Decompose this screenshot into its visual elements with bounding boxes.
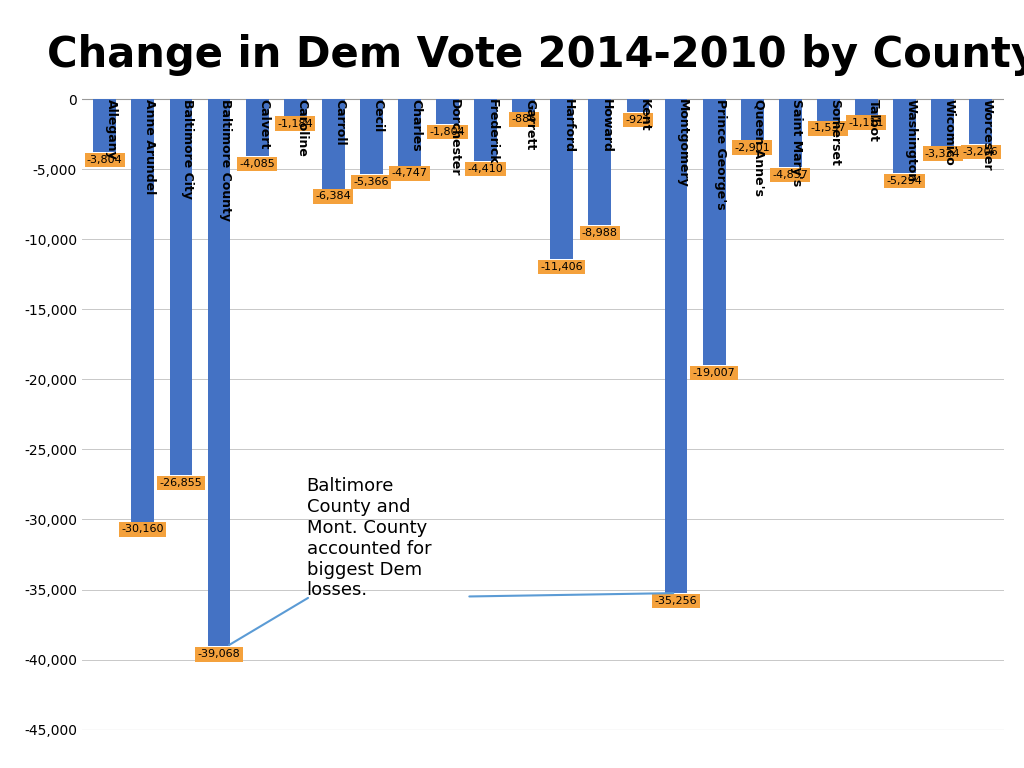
Text: -5,366: -5,366 xyxy=(353,177,389,187)
Text: -19,007: -19,007 xyxy=(692,368,735,379)
Text: -921: -921 xyxy=(626,115,650,125)
Text: Montgomery: Montgomery xyxy=(676,99,689,188)
Text: Harford: Harford xyxy=(562,99,574,153)
Text: Saint Mary's: Saint Mary's xyxy=(791,99,803,187)
Text: -1,111: -1,111 xyxy=(849,118,884,127)
Text: -11,406: -11,406 xyxy=(541,262,583,272)
Text: Baltimore
County and
Mont. County
accounted for
biggest Dem
losses.: Baltimore County and Mont. County accoun… xyxy=(306,478,431,600)
Text: Queen Anne's: Queen Anne's xyxy=(753,99,765,196)
Bar xyxy=(474,99,497,161)
Bar xyxy=(855,99,878,114)
Bar xyxy=(93,99,116,153)
Text: Worcester: Worcester xyxy=(981,99,993,170)
Text: -39,068: -39,068 xyxy=(198,649,241,659)
Bar xyxy=(589,99,611,225)
Text: -2,901: -2,901 xyxy=(734,143,770,153)
Bar xyxy=(817,99,840,121)
Text: Cecil: Cecil xyxy=(372,99,384,132)
Text: Howard: Howard xyxy=(600,99,612,153)
Text: -1,184: -1,184 xyxy=(278,118,313,128)
Text: -1,537: -1,537 xyxy=(811,124,846,134)
Text: Frederick: Frederick xyxy=(485,99,499,165)
Bar xyxy=(702,99,726,366)
Text: -3,334: -3,334 xyxy=(925,149,961,159)
Text: Baltimore City: Baltimore City xyxy=(181,99,194,199)
Text: Charles: Charles xyxy=(410,99,423,152)
Text: Anne Arundel: Anne Arundel xyxy=(143,99,156,194)
Text: Caroline: Caroline xyxy=(295,99,308,157)
Text: Prince George's: Prince George's xyxy=(714,99,727,210)
Bar xyxy=(322,99,345,189)
Text: -8,988: -8,988 xyxy=(582,228,617,238)
Text: Carroll: Carroll xyxy=(333,99,346,146)
Text: -4,410: -4,410 xyxy=(468,164,504,174)
Bar xyxy=(550,99,573,259)
Title: Change in Dem Vote 2014-2010 by County: Change in Dem Vote 2014-2010 by County xyxy=(47,34,1024,76)
Text: -4,085: -4,085 xyxy=(240,159,275,169)
Bar xyxy=(931,99,954,146)
Text: Wicomico: Wicomico xyxy=(942,99,955,166)
Text: -35,256: -35,256 xyxy=(654,596,697,606)
Text: -4,747: -4,747 xyxy=(391,168,427,178)
Bar xyxy=(436,99,459,124)
Bar xyxy=(246,99,268,157)
Text: Dorchester: Dorchester xyxy=(447,99,461,177)
Text: -5,294: -5,294 xyxy=(887,176,923,186)
Text: -30,160: -30,160 xyxy=(122,525,164,535)
Bar xyxy=(512,99,536,111)
Text: Talbot: Talbot xyxy=(866,99,880,142)
Text: -886: -886 xyxy=(511,114,537,124)
Text: -6,384: -6,384 xyxy=(315,191,351,201)
Text: Calvert: Calvert xyxy=(257,99,270,150)
Bar xyxy=(970,99,992,144)
Text: -3,804: -3,804 xyxy=(87,155,123,165)
Bar xyxy=(779,99,802,167)
Text: -1,804: -1,804 xyxy=(430,127,465,137)
Bar xyxy=(740,99,764,140)
Text: -26,855: -26,855 xyxy=(160,478,203,488)
Text: Baltimore County: Baltimore County xyxy=(219,99,232,221)
Bar xyxy=(208,99,230,647)
Bar xyxy=(398,99,421,166)
Text: Washington: Washington xyxy=(904,99,918,182)
Text: Allegany: Allegany xyxy=(104,99,118,160)
Text: -3,206: -3,206 xyxy=(963,147,998,157)
Bar xyxy=(665,99,687,593)
Bar xyxy=(131,99,155,521)
Bar xyxy=(359,99,383,174)
Text: Somerset: Somerset xyxy=(828,99,842,166)
Bar xyxy=(284,99,306,116)
Bar xyxy=(170,99,193,475)
Bar xyxy=(627,99,649,112)
Text: -4,837: -4,837 xyxy=(772,170,808,180)
Text: Kent: Kent xyxy=(638,99,651,132)
Bar xyxy=(893,99,915,174)
Text: Garrett: Garrett xyxy=(523,99,537,151)
